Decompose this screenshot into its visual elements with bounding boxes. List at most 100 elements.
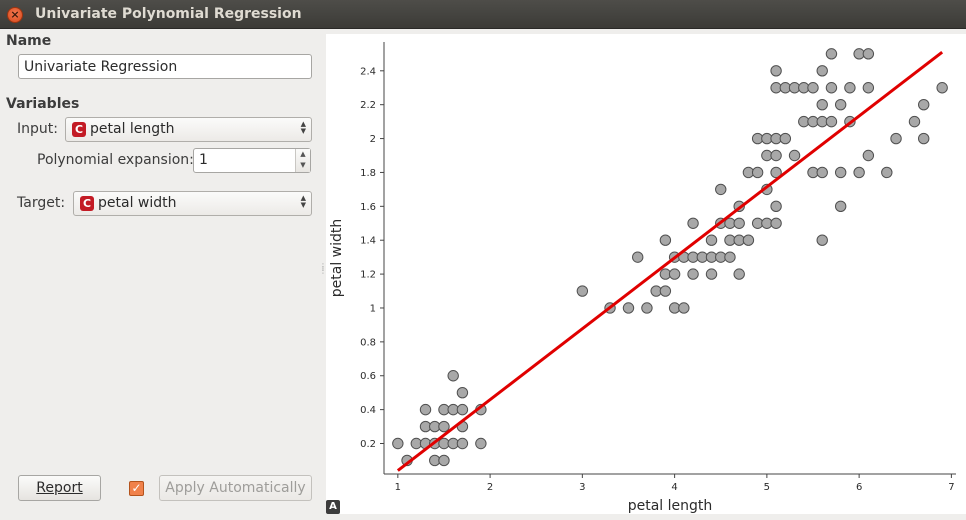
data-point	[788, 149, 801, 162]
data-point	[668, 268, 681, 280]
data-point	[622, 302, 635, 314]
y-tick-label: 0.8	[360, 337, 376, 348]
spin-buttons: ▲ ▼	[295, 149, 310, 172]
y-tick-label: 0.2	[360, 439, 376, 450]
data-point	[807, 82, 819, 94]
data-point	[659, 285, 672, 297]
data-point	[816, 234, 828, 246]
y-tick-label: 1	[370, 303, 376, 314]
y-axis-label: petal width	[329, 219, 345, 298]
splitter-handle[interactable]: ⋮ ⋮	[319, 262, 327, 275]
data-point	[825, 82, 838, 94]
y-tick-label: 1.4	[360, 236, 376, 247]
input-label: Input:	[17, 121, 58, 137]
x-tick-label: 2	[487, 482, 493, 493]
data-point	[641, 302, 653, 314]
data-point	[770, 200, 782, 213]
title-bar: × Univariate Polynomial Regression	[0, 0, 966, 29]
data-point	[862, 48, 875, 60]
y-tick-label: 0.6	[360, 371, 376, 382]
data-point	[936, 82, 948, 94]
close-icon[interactable]: ×	[7, 7, 23, 23]
data-point	[456, 386, 469, 399]
continuous-variable-icon: C	[72, 122, 86, 137]
data-point	[908, 115, 921, 128]
data-point	[742, 234, 755, 246]
data-point	[770, 166, 782, 179]
data-point	[770, 65, 782, 77]
input-variable-value: petal length	[90, 121, 175, 137]
data-point	[687, 217, 699, 229]
x-tick-label: 7	[948, 482, 954, 493]
name-input[interactable]: Univariate Regression	[18, 54, 312, 79]
input-variable-select[interactable]: C petal length ▲ ▼	[65, 117, 312, 142]
polynomial-expansion-spinbox[interactable]: 1 ▲ ▼	[193, 148, 311, 173]
data-points	[392, 48, 948, 467]
axes: 1 2 3 4 5 6 7 0.2 0.4 0.6 0.8 1 1.2 1.4 1.6 1.8 2 2.2 2.4	[360, 42, 956, 493]
x-tick-label: 5	[764, 482, 770, 493]
data-point	[705, 234, 718, 246]
data-point	[705, 268, 718, 280]
data-point	[770, 149, 782, 162]
data-point	[862, 149, 875, 162]
data-point	[862, 82, 875, 94]
target-variable-value: petal width	[98, 195, 177, 211]
y-tick-label: 1.2	[360, 270, 376, 281]
data-point	[844, 82, 856, 94]
name-heading: Name	[6, 33, 52, 49]
data-point	[918, 98, 930, 111]
y-tick-label: 2	[370, 134, 376, 145]
data-point	[834, 200, 847, 213]
data-point	[659, 234, 672, 246]
data-point	[576, 285, 589, 297]
data-point	[438, 420, 450, 433]
data-point	[632, 251, 644, 263]
data-point	[890, 132, 902, 145]
data-point	[834, 98, 847, 111]
y-tick-label: 0.4	[360, 405, 376, 416]
apply-automatically-checkbox[interactable]: ✓	[129, 481, 144, 496]
data-point	[825, 48, 838, 60]
combo-arrows-icon: ▲ ▼	[300, 194, 306, 209]
data-point	[733, 268, 745, 280]
plot-svg: 1 2 3 4 5 6 70.20.40.60.811.21.41.61.822.22.4 …	[329, 42, 956, 514]
data-point	[678, 302, 690, 314]
data-point	[770, 217, 782, 229]
apply-automatically-button[interactable]: Apply Automatically	[159, 475, 312, 501]
x-tick-label: 6	[856, 482, 862, 493]
x-tick-label: 1	[395, 482, 401, 493]
data-point	[715, 183, 727, 196]
y-tick-label: 2.4	[360, 66, 376, 77]
regression-line	[396, 50, 944, 472]
report-button[interactable]: Report	[18, 475, 101, 501]
polynomial-expansion-value: 1	[199, 152, 208, 168]
annotate-icon[interactable]: A	[326, 500, 340, 514]
data-point	[881, 166, 893, 179]
data-point	[834, 166, 847, 179]
scatter-plot[interactable]: 1 2 3 4 5 6 7 0.2 0.4 0.6 0.8 1 1.2 1.4 1.6 1.8 2 2.2 2.4 …	[326, 34, 966, 514]
target-variable-select[interactable]: C petal width ▲ ▼	[73, 191, 312, 216]
spin-down-icon[interactable]: ▼	[300, 161, 306, 169]
data-point	[475, 437, 487, 450]
data-point	[419, 403, 432, 416]
data-point	[724, 251, 736, 263]
polynomial-expansion-label: Polynomial expansion:	[37, 152, 194, 168]
data-point	[447, 370, 459, 382]
report-button-label: Report	[36, 480, 83, 496]
data-point	[825, 115, 838, 128]
data-point	[456, 403, 469, 416]
data-point	[918, 132, 930, 145]
control-panel: Name Univariate Regression Variables Inp…	[0, 29, 322, 520]
spin-up-icon[interactable]: ▲	[300, 150, 306, 158]
y-tick-label: 1.6	[360, 202, 376, 213]
data-point	[816, 166, 828, 179]
window-title: Univariate Polynomial Regression	[35, 6, 302, 22]
data-point	[816, 65, 828, 77]
data-point	[456, 437, 469, 450]
data-point	[751, 166, 764, 179]
continuous-variable-icon: C	[80, 196, 94, 211]
data-point	[816, 98, 828, 111]
data-point	[687, 268, 699, 280]
data-point	[853, 166, 865, 179]
